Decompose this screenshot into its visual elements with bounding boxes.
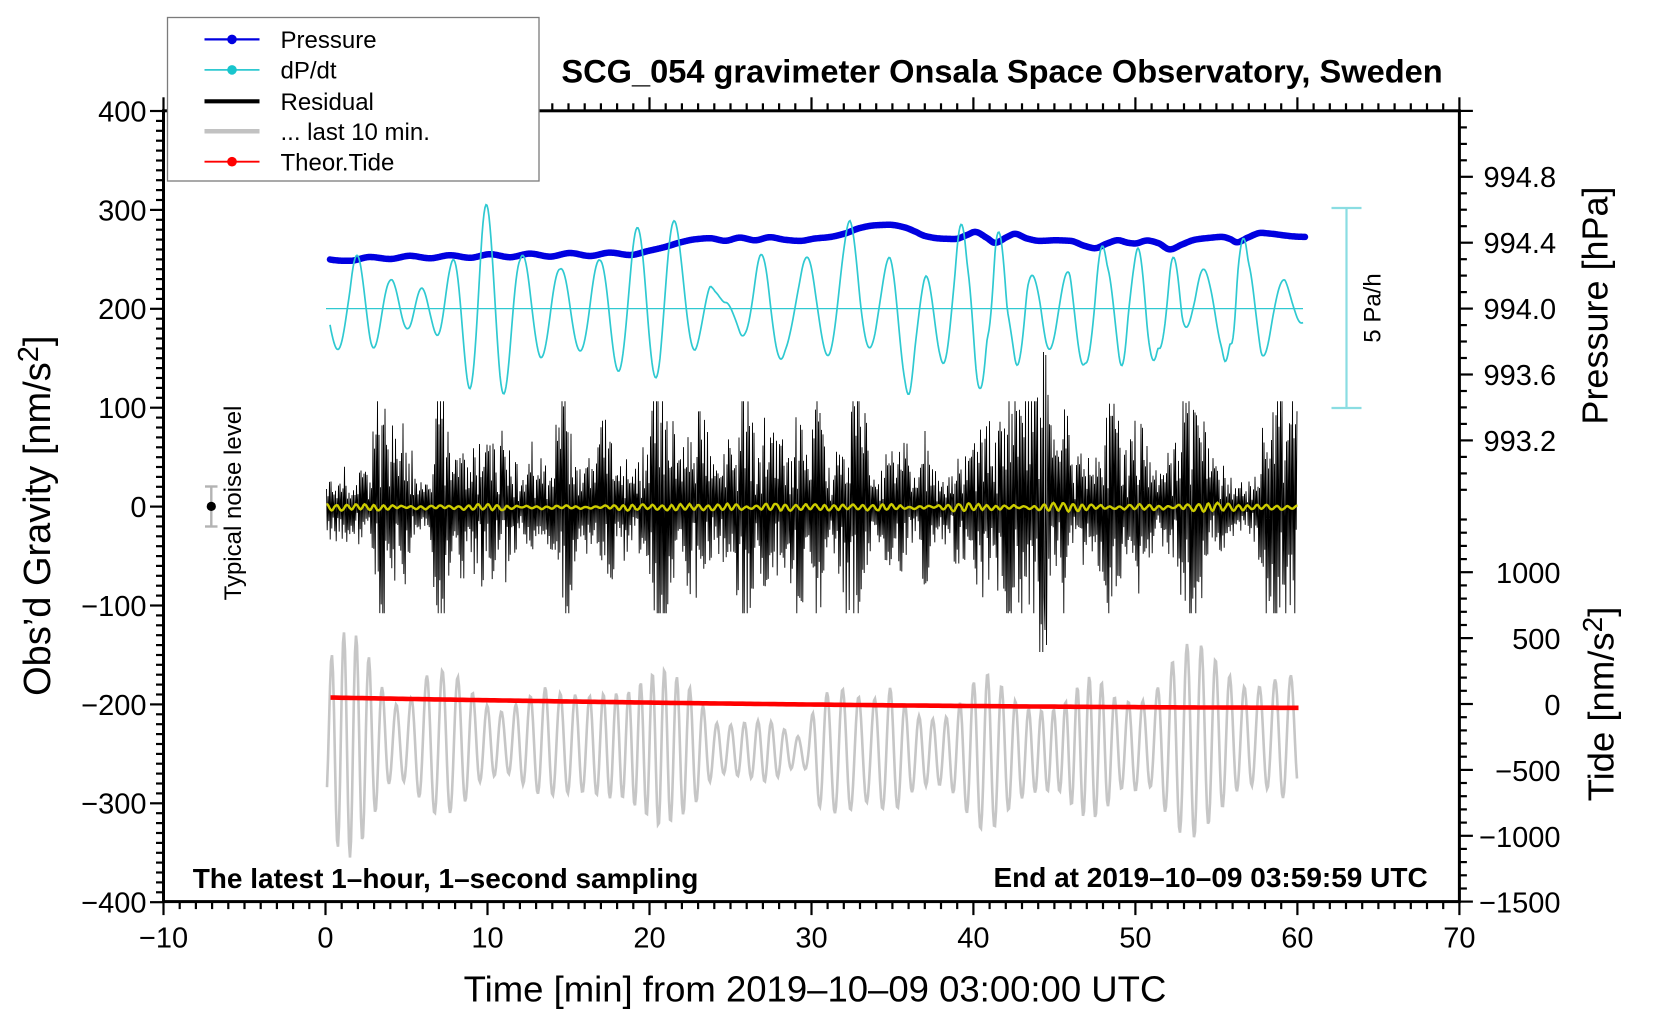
svg-text:30: 30 — [795, 922, 827, 954]
svg-text:−300: −300 — [81, 789, 146, 821]
svg-text:−500: −500 — [1495, 756, 1560, 788]
svg-text:400: 400 — [98, 96, 146, 128]
svg-text:Tide [nm/s2]: Tide [nm/s2] — [1577, 607, 1622, 802]
svg-text:−400: −400 — [81, 888, 146, 920]
svg-text:SCG_054 gravimeter Onsala Spac: SCG_054 gravimeter Onsala Space Observat… — [561, 53, 1442, 90]
svg-text:70: 70 — [1443, 922, 1475, 954]
svg-text:5 Pa/h: 5 Pa/h — [1360, 273, 1387, 342]
svg-text:Pressure: Pressure — [281, 27, 377, 54]
svg-text:994.4: 994.4 — [1484, 228, 1557, 260]
svg-text:... last 10 min.: ... last 10 min. — [281, 119, 430, 146]
svg-text:Residual: Residual — [281, 89, 374, 116]
svg-text:10: 10 — [471, 922, 503, 954]
svg-text:0: 0 — [130, 492, 146, 524]
svg-text:Typical noise level: Typical noise level — [220, 406, 247, 601]
svg-text:Time [min] from 2019–10–09 03:: Time [min] from 2019–10–09 03:00:00 UTC — [464, 969, 1167, 1010]
svg-text:−100: −100 — [81, 591, 146, 623]
svg-text:994.0: 994.0 — [1484, 294, 1557, 326]
svg-text:60: 60 — [1281, 922, 1313, 954]
svg-text:100: 100 — [98, 393, 146, 425]
svg-text:−1000: −1000 — [1479, 822, 1560, 854]
svg-text:993.6: 993.6 — [1484, 360, 1557, 392]
svg-text:1000: 1000 — [1496, 558, 1561, 590]
svg-text:200: 200 — [98, 294, 146, 326]
svg-text:40: 40 — [957, 922, 989, 954]
svg-text:50: 50 — [1119, 922, 1151, 954]
svg-text:20: 20 — [633, 922, 665, 954]
svg-text:Obs’d Gravity [nm/s2]: Obs’d Gravity [nm/s2] — [13, 336, 59, 696]
svg-text:−1500: −1500 — [1479, 888, 1560, 920]
svg-text:500: 500 — [1512, 624, 1560, 656]
svg-text:Theor.Tide: Theor.Tide — [281, 149, 395, 176]
svg-text:993.2: 993.2 — [1484, 426, 1557, 458]
svg-text:0: 0 — [1544, 690, 1560, 722]
svg-text:0: 0 — [317, 922, 333, 954]
svg-text:The latest 1–hour, 1–second sa: The latest 1–hour, 1–second sampling — [193, 863, 699, 894]
svg-text:−10: −10 — [139, 922, 188, 954]
svg-text:300: 300 — [98, 195, 146, 227]
svg-text:−200: −200 — [81, 690, 146, 722]
svg-text:994.8: 994.8 — [1484, 162, 1557, 194]
svg-text:dP/dt: dP/dt — [281, 58, 337, 85]
svg-text:End at 2019–10–09 03:59:59 UTC: End at 2019–10–09 03:59:59 UTC — [993, 862, 1427, 893]
svg-text:Pressure [hPa]: Pressure [hPa] — [1575, 186, 1616, 424]
